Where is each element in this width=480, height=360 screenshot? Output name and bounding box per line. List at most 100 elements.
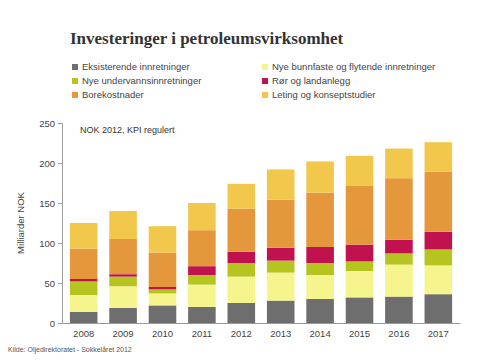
y-tick: 150 <box>39 198 62 209</box>
bar <box>188 203 216 230</box>
x-tick-label: 2017 <box>428 328 449 339</box>
y-tick: 250 <box>39 118 62 129</box>
y-tick-label: 250 <box>39 118 55 129</box>
y-tick-label: 200 <box>39 158 55 169</box>
bar <box>70 223 98 249</box>
legend-swatch <box>72 92 78 98</box>
bar <box>346 261 374 271</box>
x-axis-line <box>63 323 461 324</box>
x-tick: 2014 <box>310 328 331 339</box>
bar <box>109 239 137 274</box>
bar <box>70 295 98 312</box>
bar <box>70 312 98 323</box>
x-tick: 2010 <box>152 328 173 339</box>
bar <box>346 156 374 186</box>
y-tick-label: 150 <box>39 198 55 209</box>
x-tick: 2016 <box>388 328 409 339</box>
title: Investeringer i petroleumsvirksomhet <box>70 29 344 48</box>
bar <box>109 308 137 323</box>
bar <box>306 299 334 323</box>
y-tick-mark <box>58 323 62 324</box>
x-tick: 2011 <box>192 328 212 339</box>
x-tick-label: 2012 <box>231 328 252 339</box>
plot: 0501001502002502008200920102011201220132… <box>39 118 460 339</box>
bar <box>425 294 453 323</box>
x-tick-label: 2016 <box>388 328 409 339</box>
bar <box>267 248 295 261</box>
bar <box>425 249 453 265</box>
y-tick-mark <box>58 283 62 284</box>
y-tick-mark <box>58 123 62 124</box>
x-tick-label: 2015 <box>349 328 370 339</box>
legend-item: Nye bunnfaste og flytende innretninger <box>262 61 435 72</box>
bar <box>109 286 137 308</box>
x-tick: 2015 <box>349 328 370 339</box>
y-tick: 0 <box>50 318 62 329</box>
source: Kilde: Oljedirektoratet - Sokkelåret 201… <box>8 346 132 354</box>
bar <box>228 277 256 303</box>
bar <box>425 172 453 232</box>
legend-item: Nye undervannsinnretninger <box>72 75 201 86</box>
legend-item: Eksisterende innretninger <box>72 61 190 72</box>
bar <box>306 161 334 192</box>
bar <box>267 273 295 301</box>
y-axis-line <box>58 124 63 324</box>
bar <box>149 289 177 293</box>
bar <box>109 211 137 239</box>
bar <box>70 281 98 295</box>
bar <box>70 279 98 281</box>
y-axis-title: Milliarder NOK <box>15 191 26 253</box>
y-tick: 100 <box>39 238 62 249</box>
bar <box>149 287 177 289</box>
bar <box>267 169 295 199</box>
bar <box>267 261 295 273</box>
x-tick: 2012 <box>231 328 252 339</box>
bar <box>228 252 256 263</box>
y-tick-mark <box>58 243 62 244</box>
bars <box>70 142 452 323</box>
y-tick: 200 <box>39 158 62 169</box>
bar <box>346 297 374 323</box>
bar-series <box>70 172 452 287</box>
bar <box>306 275 334 299</box>
bar <box>228 184 256 209</box>
bar <box>70 249 98 279</box>
bar <box>109 277 137 287</box>
legend-swatch <box>262 92 268 98</box>
y-tick-mark <box>58 203 62 204</box>
bar <box>188 275 216 285</box>
bar <box>149 226 177 252</box>
y-tick-label: 100 <box>39 238 55 249</box>
legend-item: Borekostnader <box>72 89 144 100</box>
bar <box>385 240 413 254</box>
legend-swatch <box>72 64 78 70</box>
bar <box>385 297 413 323</box>
bar <box>385 265 413 297</box>
chart: Investeringer i petroleumsvirksomhet Eksi… <box>0 0 480 360</box>
y-tick-label: 0 <box>50 318 55 329</box>
bar <box>149 293 177 305</box>
bar <box>425 265 453 294</box>
x-tick-label: 2014 <box>310 328 331 339</box>
bar <box>385 178 413 240</box>
bar <box>385 253 413 264</box>
legend-swatch <box>262 78 268 84</box>
bar <box>425 232 453 250</box>
annotation: NOK 2012, KPI regulert <box>80 125 175 135</box>
bar <box>228 263 256 277</box>
y-axis: 0 50 100 150 200 250 <box>39 118 62 329</box>
legend-label: Rør og landanlegg <box>272 75 350 86</box>
y-tick: 50 <box>44 278 62 289</box>
x-tick-label: 2011 <box>192 328 212 339</box>
x-tick: 2009 <box>113 328 134 339</box>
legend-label: Leting og konseptstudier <box>272 89 376 100</box>
bar <box>149 305 177 323</box>
y-tick-label: 50 <box>44 278 55 289</box>
x-tick: 2017 <box>428 328 449 339</box>
bar <box>188 230 216 266</box>
bar <box>228 303 256 323</box>
legend-item: Rør og landanlegg <box>262 75 350 86</box>
legend-label: Nye bunnfaste og flytende innretninger <box>272 61 435 72</box>
bar-series <box>70 142 452 252</box>
legend-label: Eksisterende innretninger <box>82 61 190 72</box>
